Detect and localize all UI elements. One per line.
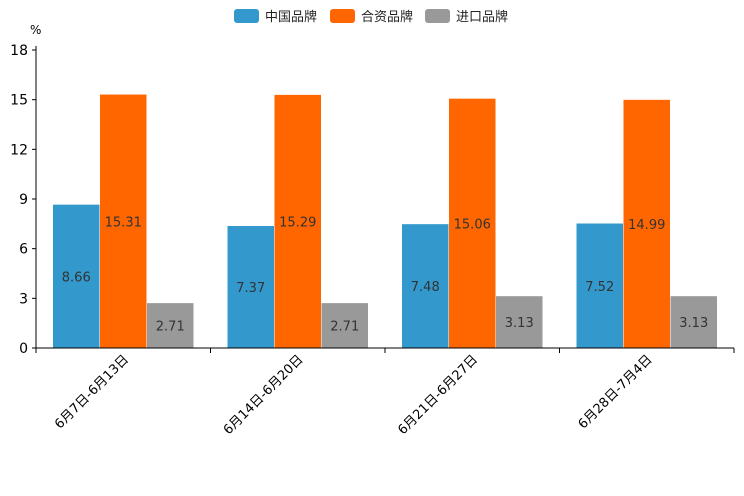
- data-label: 2.71: [156, 320, 185, 335]
- data-labels: 8.66 7.37 7.48 7.52 15.31 15.29 15.06 14.99 2.71…: [62, 215, 708, 334]
- data-label: 8.66: [62, 270, 91, 285]
- legend: 中国品牌 合资品牌 进口品牌: [234, 9, 508, 25]
- x-tick-label: 6月28日-7月4日: [576, 352, 656, 432]
- bars: [53, 94, 717, 349]
- y-axis-unit-label: %: [30, 23, 41, 37]
- data-label: 3.13: [679, 316, 708, 331]
- legend-label: 中国品牌: [265, 9, 317, 25]
- data-label: 3.13: [505, 316, 534, 331]
- legend-swatch: [234, 9, 259, 23]
- data-label: 15.29: [279, 215, 316, 230]
- bar-2-3: [449, 98, 496, 348]
- data-label: 7.48: [411, 280, 440, 295]
- data-label: 7.37: [236, 281, 265, 296]
- y-tick-label: 18: [10, 43, 28, 59]
- y-tick-label: 15: [10, 93, 28, 109]
- data-label: 15.06: [454, 217, 491, 232]
- bar-2-2: [274, 94, 321, 348]
- y-tick-label: 3: [19, 291, 28, 307]
- legend-item[interactable]: 进口品牌: [425, 9, 508, 25]
- legend-swatch: [330, 9, 355, 23]
- y-tick-label: 12: [10, 142, 28, 158]
- x-tick-label: 6月14日-6月20日: [221, 352, 307, 438]
- bar-3-1: [147, 303, 194, 348]
- legend-swatch: [425, 9, 450, 23]
- x-tick-label: 6月7日-6月13日: [52, 352, 132, 432]
- data-label: 14.99: [628, 218, 665, 233]
- bar-3-3: [496, 296, 543, 348]
- legend-item[interactable]: 合资品牌: [330, 9, 413, 25]
- bar-3-4: [670, 296, 717, 348]
- bar-1-4: [576, 223, 623, 348]
- y-axis: 0 3 6 9 12 15 18: [10, 43, 37, 357]
- bar-1-3: [402, 224, 449, 348]
- y-tick-label: 6: [19, 242, 28, 258]
- bar-2-4: [623, 99, 670, 349]
- bar-2-1: [100, 94, 147, 348]
- data-label: 15.31: [105, 215, 142, 230]
- legend-label: 进口品牌: [456, 9, 508, 25]
- data-label: 7.52: [585, 280, 614, 295]
- bar-1-1: [53, 204, 100, 348]
- bar-1-2: [227, 225, 274, 348]
- legend-label: 合资品牌: [361, 9, 413, 25]
- bar-3-2: [321, 303, 368, 348]
- x-tick-label: 6月21日-6月27日: [395, 352, 481, 438]
- y-tick-label: 9: [19, 192, 28, 208]
- y-tick-label: 0: [19, 341, 28, 357]
- data-label: 2.71: [330, 320, 359, 335]
- x-axis: 6月7日-6月13日 6月14日-6月20日 6月21日-6月27日 6月28日-7月…: [35, 347, 735, 438]
- legend-item[interactable]: 中国品牌: [234, 9, 317, 25]
